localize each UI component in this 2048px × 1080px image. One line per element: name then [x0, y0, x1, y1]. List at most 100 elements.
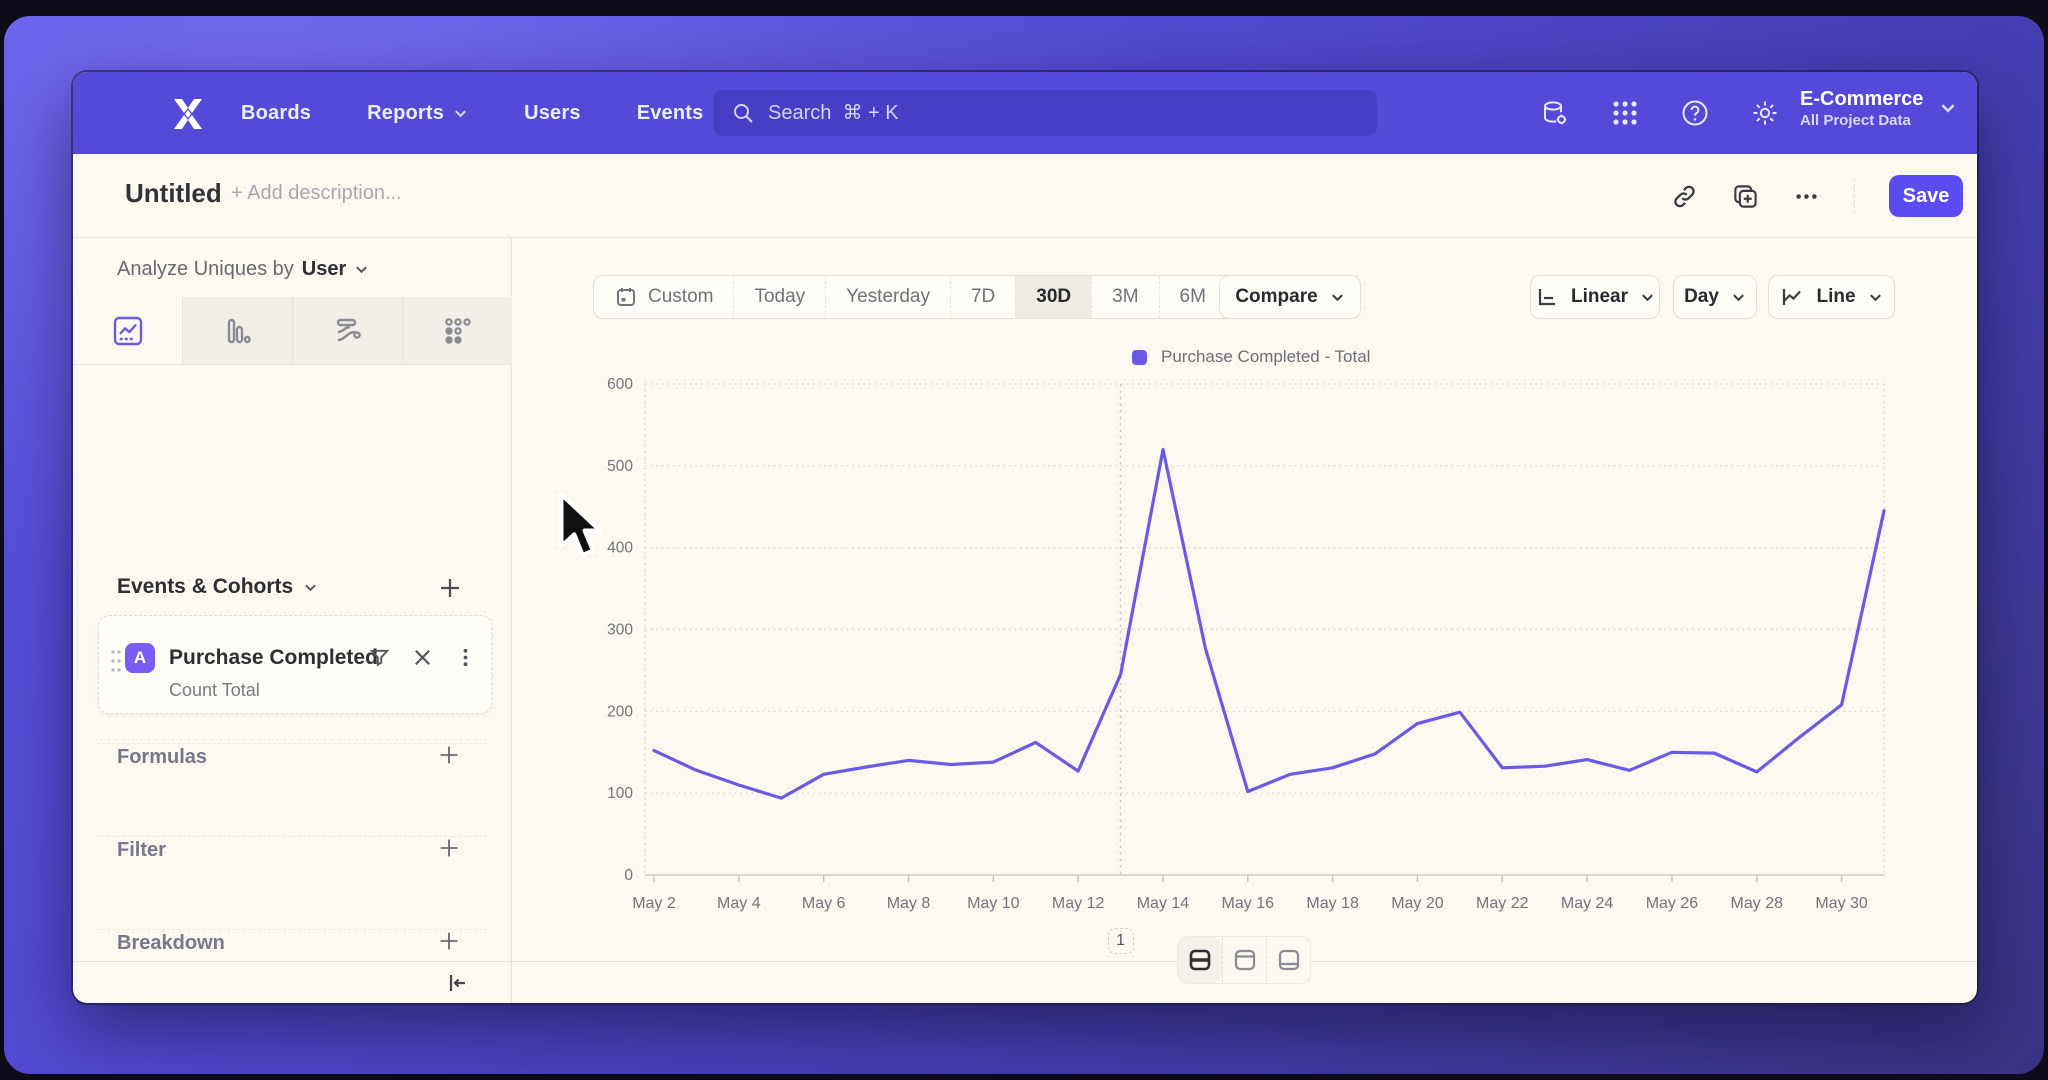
range-3m[interactable]: 3M — [1091, 276, 1158, 318]
y-tick-label: 600 — [607, 376, 633, 393]
chevron-down-icon — [1331, 293, 1343, 301]
x-tick-label: May 10 — [967, 895, 1020, 912]
chart-type-tabs — [73, 297, 512, 365]
query-sidebar: Analyze Uniques by User — [73, 238, 512, 1003]
event-card[interactable]: A Purchase Completed Count Total — [98, 615, 492, 714]
settings-gear-icon[interactable] — [1750, 98, 1780, 128]
save-button[interactable]: Save — [1889, 175, 1963, 217]
duplicate-icon[interactable] — [1732, 183, 1759, 210]
tab-insights[interactable] — [73, 297, 182, 364]
divider — [1854, 179, 1855, 213]
tab-flows[interactable] — [292, 297, 402, 364]
event-name[interactable]: Purchase Completed — [169, 646, 378, 669]
x-tick-label: May 24 — [1561, 895, 1614, 912]
range-30d[interactable]: 30D — [1015, 276, 1092, 318]
nav-item-events[interactable]: Events — [637, 102, 704, 125]
sidebar-footer — [73, 961, 511, 1003]
annotation-marker[interactable]: 1 — [1107, 928, 1134, 954]
breakdown-section[interactable]: Breakdown — [117, 932, 225, 954]
chart-legend[interactable]: Purchase Completed - Total — [1132, 347, 1370, 367]
project-selector[interactable]: E-Commerce All Project Data — [1800, 86, 1957, 129]
chevron-down-icon — [1869, 293, 1881, 301]
more-options-icon[interactable] — [1793, 183, 1820, 210]
chevron-down-icon — [1733, 293, 1744, 301]
y-tick-label: 500 — [607, 458, 633, 475]
legend-swatch — [1132, 349, 1147, 365]
linear-axis-icon — [1538, 289, 1555, 306]
range-7d[interactable]: 7D — [949, 276, 1015, 318]
x-tick-label: May 26 — [1646, 895, 1699, 912]
kebab-menu-icon[interactable] — [454, 646, 477, 669]
analyze-value-dropdown[interactable]: User — [301, 258, 347, 280]
nav-item-label: Boards — [241, 101, 312, 124]
report-title[interactable]: Untitled — [125, 178, 222, 208]
chevron-down-icon — [1642, 293, 1653, 301]
tab-retention[interactable] — [402, 297, 512, 364]
nav-item-users[interactable]: Users — [524, 102, 581, 125]
x-tick-label: May 28 — [1731, 895, 1784, 912]
search-bar[interactable] — [713, 90, 1377, 136]
events-cohorts-header[interactable]: Events & Cohorts — [117, 575, 318, 599]
add-description[interactable]: + Add description... — [231, 182, 402, 204]
y-tick-label: 300 — [607, 622, 633, 639]
apps-grid-icon[interactable] — [1610, 98, 1640, 128]
layout-chart-top-button[interactable] — [1222, 937, 1266, 983]
x-tick-label: May 2 — [632, 895, 676, 912]
mixpanel-logo-icon[interactable] — [167, 93, 209, 135]
y-tick-label: 200 — [607, 703, 633, 720]
add-filter-button[interactable] — [435, 834, 463, 862]
range-label: Yesterday — [846, 286, 930, 307]
analyze-uniques-row: Analyze Uniques by User — [117, 258, 369, 281]
add-event-button[interactable] — [435, 573, 465, 603]
chart-panel: CustomTodayYesterday7D30D3M6M12M Compare… — [512, 238, 1977, 1003]
add-formula-button[interactable] — [435, 741, 463, 769]
remove-event-icon[interactable] — [411, 646, 434, 669]
x-tick-label: May 22 — [1476, 895, 1529, 912]
filter-icon[interactable] — [368, 646, 391, 669]
layout-split-button[interactable] — [1178, 937, 1222, 983]
range-label: 7D — [970, 286, 996, 307]
event-metric[interactable]: Count Total — [169, 680, 260, 700]
compare-button[interactable]: Compare — [1219, 275, 1361, 319]
range-6m[interactable]: 6M — [1158, 276, 1226, 318]
range-today[interactable]: Today — [733, 276, 825, 318]
analyze-prefix: Analyze Uniques by — [117, 258, 294, 280]
range-yesterday[interactable]: Yesterday — [825, 276, 950, 318]
range-custom[interactable]: Custom — [594, 276, 733, 318]
project-subtitle: All Project Data — [1800, 112, 1911, 129]
x-tick-label: May 18 — [1306, 895, 1359, 912]
calendar-icon — [617, 288, 635, 306]
project-name: E-Commerce — [1800, 88, 1924, 110]
line-chart-icon — [1783, 289, 1802, 305]
event-letter-badge: A — [125, 643, 155, 673]
x-tick-label: May 8 — [887, 895, 931, 912]
chart-type-dropdown[interactable]: Line — [1768, 275, 1895, 319]
filter-section[interactable]: Filter — [117, 839, 166, 861]
add-breakdown-button[interactable] — [435, 927, 463, 955]
line-chart-svg: 0 100 200 300 400 500 600 May 2 May 4 May 6 May 8 M… — [607, 376, 1886, 912]
nav-item-boards[interactable]: Boards — [241, 102, 311, 125]
formulas-section[interactable]: Formulas — [117, 746, 208, 768]
x-tick-label: May 12 — [1052, 895, 1105, 912]
nav-item-reports[interactable]: Reports — [367, 102, 468, 125]
help-icon[interactable] — [1680, 98, 1710, 128]
divider — [97, 836, 487, 837]
collapse-sidebar-icon[interactable] — [445, 971, 469, 995]
top-navbar: Boards Reports Users Events — [73, 72, 1977, 154]
data-management-icon[interactable] — [1540, 98, 1570, 128]
nav-item-label: Users — [524, 101, 581, 124]
series-line[interactable] — [652, 447, 1886, 800]
copy-link-icon[interactable] — [1671, 183, 1698, 210]
tab-funnels[interactable] — [182, 297, 292, 364]
drag-handle-icon[interactable] — [110, 648, 122, 674]
layout-chart-bottom-button[interactable] — [1266, 937, 1310, 983]
search-input[interactable] — [768, 101, 1308, 125]
range-label: 6M — [1179, 286, 1206, 307]
range-label: 3M — [1112, 286, 1139, 307]
y-tick-label: 0 — [624, 867, 633, 884]
chevron-down-icon — [1941, 103, 1955, 113]
title-actions: Save — [1671, 154, 1963, 238]
x-tick-label: May 20 — [1391, 895, 1444, 912]
interval-dropdown[interactable]: Day — [1673, 275, 1757, 319]
scale-dropdown[interactable]: Linear — [1530, 275, 1660, 319]
